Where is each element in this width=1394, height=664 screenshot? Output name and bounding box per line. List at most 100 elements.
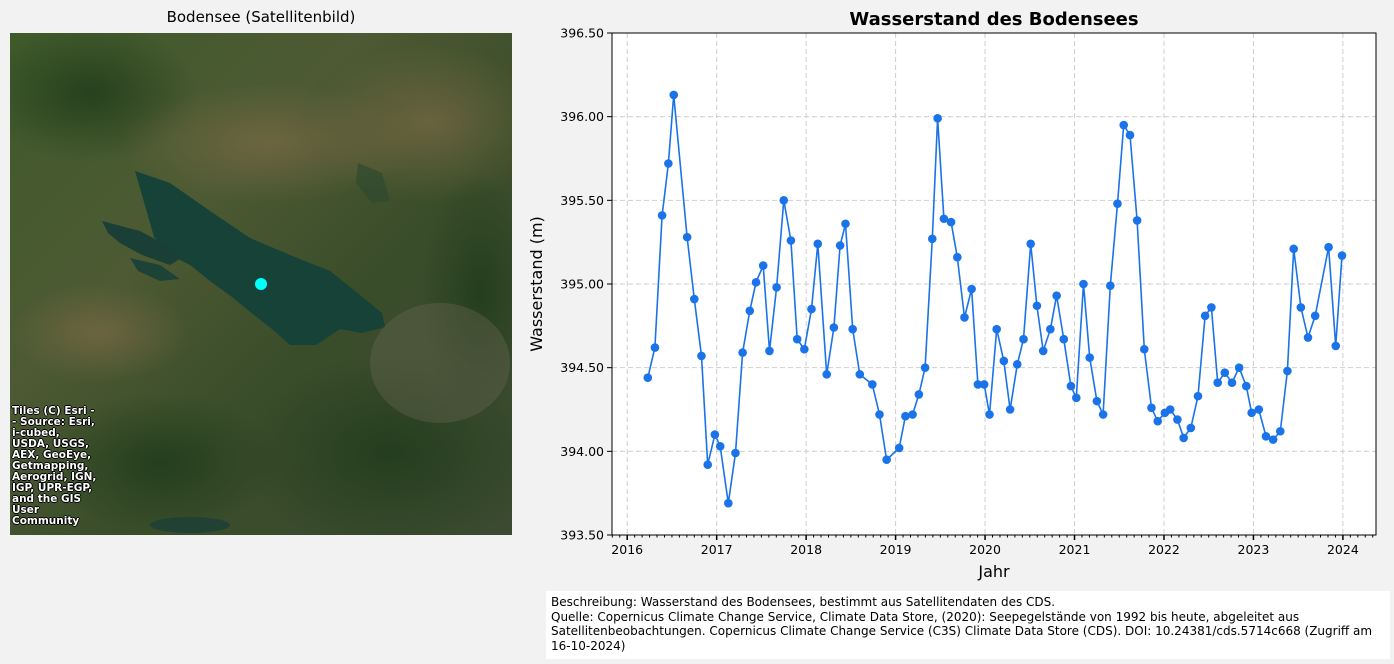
data-point xyxy=(1125,130,1135,140)
data-point xyxy=(875,410,884,419)
data-point xyxy=(841,219,850,229)
data-point xyxy=(894,443,904,453)
map-title: Bodensee (Satellitenbild) xyxy=(166,8,356,26)
data-point xyxy=(751,278,761,287)
data-point xyxy=(1207,303,1216,312)
water-level-line xyxy=(647,94,1343,504)
x-tick-label: 2021 xyxy=(1059,542,1091,557)
data-point xyxy=(999,356,1009,366)
description-box: Beschreibung: Wasserstand des Bodensees,… xyxy=(546,591,1390,659)
data-point xyxy=(1261,431,1271,441)
satellite-image xyxy=(0,23,550,553)
data-point xyxy=(1098,410,1108,419)
data-point xyxy=(779,196,789,205)
chart-title: Wasserstand des Bodensees xyxy=(849,9,1138,30)
data-point xyxy=(1227,378,1237,388)
satellite-map[interactable]: Tiles (C) Esri -- Source: Esri, i-cubed,… xyxy=(0,23,550,553)
data-point xyxy=(946,217,956,227)
data-point xyxy=(1275,426,1285,436)
description-text: Beschreibung: Wasserstand des Bodensees,… xyxy=(551,595,1056,609)
data-point xyxy=(868,380,877,389)
data-point xyxy=(979,380,989,389)
data-point xyxy=(807,304,816,314)
data-point xyxy=(1179,433,1188,443)
data-point xyxy=(927,234,937,244)
plot-frame xyxy=(611,32,1377,536)
data-point xyxy=(1234,363,1244,372)
x-tick-label: 2017 xyxy=(701,542,733,557)
data-point xyxy=(1119,120,1129,130)
y-tick-label: 395.50 xyxy=(560,193,604,208)
water-level-chart: 393.50 394.00 394.50 395.00 395.50 396.00 396.… xyxy=(527,9,1377,581)
x-axis-label: Jahr xyxy=(977,562,1010,581)
data-point xyxy=(1105,281,1115,290)
data-point xyxy=(992,324,1001,334)
data-point xyxy=(1193,391,1203,401)
data-point xyxy=(1059,334,1069,344)
data-point xyxy=(1247,408,1256,418)
data-point xyxy=(650,343,660,352)
y-tick-label: 394.00 xyxy=(560,444,604,459)
source-text: Quelle: Copernicus Climate Change Servic… xyxy=(551,609,1373,653)
data-point xyxy=(745,306,755,316)
data-point xyxy=(682,232,692,242)
data-point xyxy=(1213,378,1222,388)
data-point xyxy=(914,390,924,399)
y-tick-label: 396.00 xyxy=(560,109,604,124)
data-point xyxy=(738,348,747,357)
data-point xyxy=(1012,360,1022,369)
series-line xyxy=(643,90,1347,508)
data-point xyxy=(1268,435,1278,444)
x-tick-label: 2022 xyxy=(1148,542,1180,557)
data-point xyxy=(669,90,679,100)
data-point xyxy=(758,261,768,270)
axes: 393.50 394.00 394.50 395.00 395.50 396.00 396.… xyxy=(560,26,1374,557)
data-point xyxy=(967,284,976,294)
data-point xyxy=(710,430,720,439)
y-axis-label: Wasserstand (m) xyxy=(527,216,546,352)
data-point xyxy=(1052,291,1061,301)
y-tick-label: 393.50 xyxy=(560,528,604,543)
data-point xyxy=(960,313,969,322)
data-point xyxy=(985,410,994,419)
data-point xyxy=(1165,405,1175,414)
data-point xyxy=(690,294,699,304)
data-point xyxy=(1241,381,1251,391)
data-point xyxy=(848,324,857,334)
data-point xyxy=(1254,405,1264,414)
data-point xyxy=(715,442,725,451)
data-point xyxy=(1296,303,1306,312)
data-point xyxy=(723,498,733,508)
data-point xyxy=(1220,368,1230,377)
data-point xyxy=(765,346,774,356)
x-tick-label: 2018 xyxy=(790,542,822,557)
data-point xyxy=(657,211,667,220)
data-point xyxy=(786,236,796,245)
data-point xyxy=(1153,416,1163,426)
x-tick-label: 2024 xyxy=(1327,542,1359,557)
data-point xyxy=(772,283,781,292)
data-point xyxy=(1186,423,1196,433)
data-point xyxy=(939,214,949,224)
y-tick-label: 396.50 xyxy=(560,26,604,41)
data-point xyxy=(835,241,845,250)
data-point xyxy=(1032,301,1042,311)
data-point xyxy=(1310,311,1320,321)
data-point xyxy=(1026,239,1035,249)
data-point xyxy=(953,252,962,262)
data-point xyxy=(1132,216,1142,225)
data-point xyxy=(908,410,917,419)
data-point xyxy=(1200,311,1210,321)
data-point xyxy=(731,448,740,458)
y-tick-label: 394.50 xyxy=(560,360,604,375)
data-point xyxy=(882,455,891,465)
location-marker xyxy=(255,278,267,290)
data-point xyxy=(792,334,802,344)
data-point xyxy=(1092,396,1102,406)
data-point xyxy=(973,380,983,389)
x-tick-label: 2016 xyxy=(611,542,643,557)
data-point xyxy=(822,370,832,379)
data-point xyxy=(933,114,942,123)
data-point xyxy=(1066,381,1076,391)
data-point xyxy=(1019,334,1028,344)
